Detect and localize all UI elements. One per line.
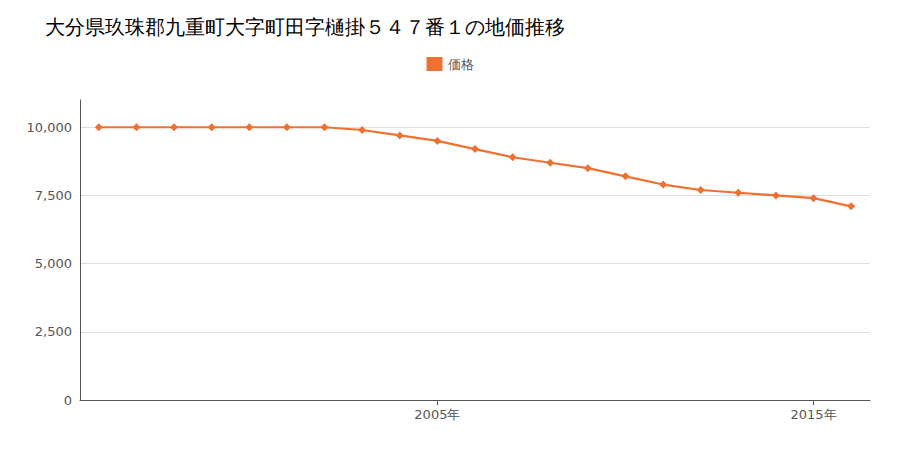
svg-text:価格: 価格 [448,57,474,72]
svg-text:2005年: 2005年 [414,407,460,422]
svg-text:2015年: 2015年 [791,407,837,422]
svg-text:5,000: 5,000 [35,256,72,271]
svg-text:10,000: 10,000 [27,120,73,135]
svg-text:7,500: 7,500 [35,188,72,203]
svg-text:0: 0 [64,393,72,408]
svg-text:2,500: 2,500 [35,324,72,339]
svg-text:大分県玖珠郡九重町大字町田字樋掛５４７番１の地価推移: 大分県玖珠郡九重町大字町田字樋掛５４７番１の地価推移 [45,15,565,39]
